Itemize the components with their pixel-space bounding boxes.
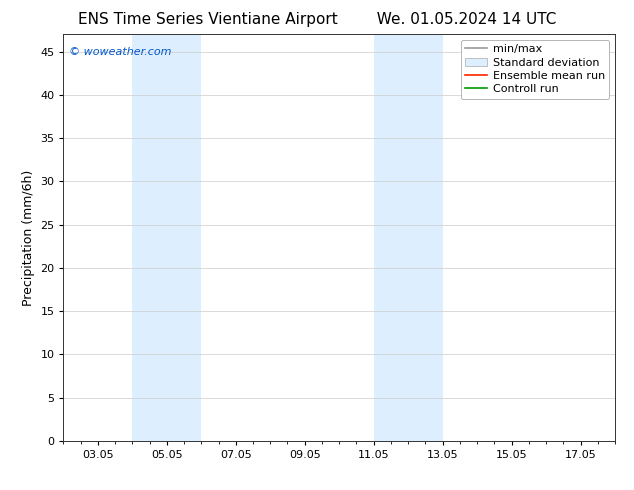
Text: © woweather.com: © woweather.com xyxy=(69,47,171,56)
Text: ENS Time Series Vientiane Airport        We. 01.05.2024 14 UTC: ENS Time Series Vientiane Airport We. 01… xyxy=(78,12,556,27)
Legend: min/max, Standard deviation, Ensemble mean run, Controll run: min/max, Standard deviation, Ensemble me… xyxy=(460,40,609,99)
Y-axis label: Precipitation (mm/6h): Precipitation (mm/6h) xyxy=(22,170,35,306)
Bar xyxy=(133,34,202,441)
Bar xyxy=(373,34,443,441)
